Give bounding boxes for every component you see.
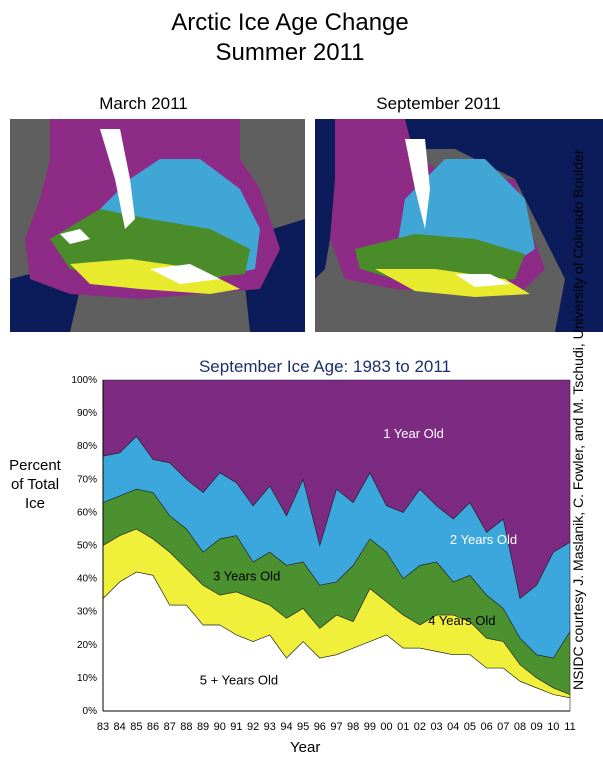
y-tick-label: 70% (77, 474, 97, 485)
y-tick-label: 90% (77, 408, 97, 419)
x-tick-label: 02 (414, 721, 426, 733)
y-axis-label-line-3: Ice (24, 495, 45, 512)
fourth-year-ice-region (70, 259, 240, 294)
march-2011-ice-map (10, 119, 305, 332)
x-tick-label: 96 (314, 721, 326, 733)
x-tick-label: 89 (197, 721, 209, 733)
series-label: 1 Year Old (383, 426, 444, 441)
x-tick-label: 92 (247, 721, 259, 733)
x-tick-label: 97 (330, 721, 342, 733)
y-tick-label: 10% (77, 673, 97, 684)
y-tick-label: 40% (77, 574, 97, 585)
x-tick-label: 04 (447, 721, 459, 733)
x-tick-label: 00 (380, 721, 392, 733)
x-tick-label: 06 (480, 721, 492, 733)
x-tick-label: 94 (280, 721, 292, 733)
y-tick-label: 50% (77, 541, 97, 552)
y-tick-label: 20% (77, 640, 97, 651)
page-subtitle: Summer 2011 (215, 39, 365, 66)
x-tick-label: 07 (497, 721, 509, 733)
ocean-region (315, 119, 603, 332)
september-2011-ice-map (315, 119, 603, 332)
series-label: 4 Years Old (428, 613, 495, 628)
y-tick-label: 100% (71, 375, 97, 386)
march-map-label: March 2011 (99, 94, 188, 113)
x-tick-label: 99 (364, 721, 376, 733)
x-tick-label: 05 (464, 721, 476, 733)
x-tick-label: 88 (180, 721, 192, 733)
x-tick-label: 91 (230, 721, 242, 733)
x-tick-label: 03 (430, 721, 442, 733)
y-axis-label-line-2: of Total (10, 476, 60, 493)
x-tick-label: 10 (547, 721, 559, 733)
y-axis-label: Percent of Total Ice (0, 456, 70, 513)
x-tick-label: 09 (531, 721, 543, 733)
y-tick-label: 0% (83, 706, 98, 717)
series-label: 2 Years Old (450, 532, 517, 547)
five-plus-ice-region (405, 139, 510, 287)
y-tick-label: 80% (77, 441, 97, 452)
area-1-year-old (102, 379, 571, 600)
y-axis-label-line-1: Percent (9, 457, 61, 474)
x-tick-label: 90 (214, 721, 226, 733)
x-tick-label: 98 (347, 721, 359, 733)
x-tick-label: 85 (130, 721, 142, 733)
page-title: Arctic Ice Age Change (171, 9, 409, 36)
series-label: 3 Years Old (213, 568, 280, 583)
series-label: 5 + Years Old (200, 673, 278, 688)
x-tick-label: 87 (164, 721, 176, 733)
fourth-year-ice-region (375, 269, 530, 297)
x-tick-label: 08 (514, 721, 526, 733)
y-tick-label: 60% (77, 507, 97, 518)
x-tick-label: 86 (147, 721, 159, 733)
x-axis-label: Year (290, 739, 321, 756)
x-tick-label: 84 (114, 721, 126, 733)
x-tick-label: 11 (564, 721, 575, 733)
x-tick-label: 93 (264, 721, 276, 733)
september-map-label: September 2011 (376, 94, 501, 113)
x-tick-label: 83 (97, 721, 109, 733)
x-tick-label: 95 (297, 721, 309, 733)
x-tick-label: 01 (397, 721, 409, 733)
title-block: Arctic Ice Age Change Summer 2011 (0, 8, 580, 68)
y-tick-label: 30% (77, 607, 97, 618)
chart-title: September Ice Age: 1983 to 2011 (198, 357, 452, 376)
